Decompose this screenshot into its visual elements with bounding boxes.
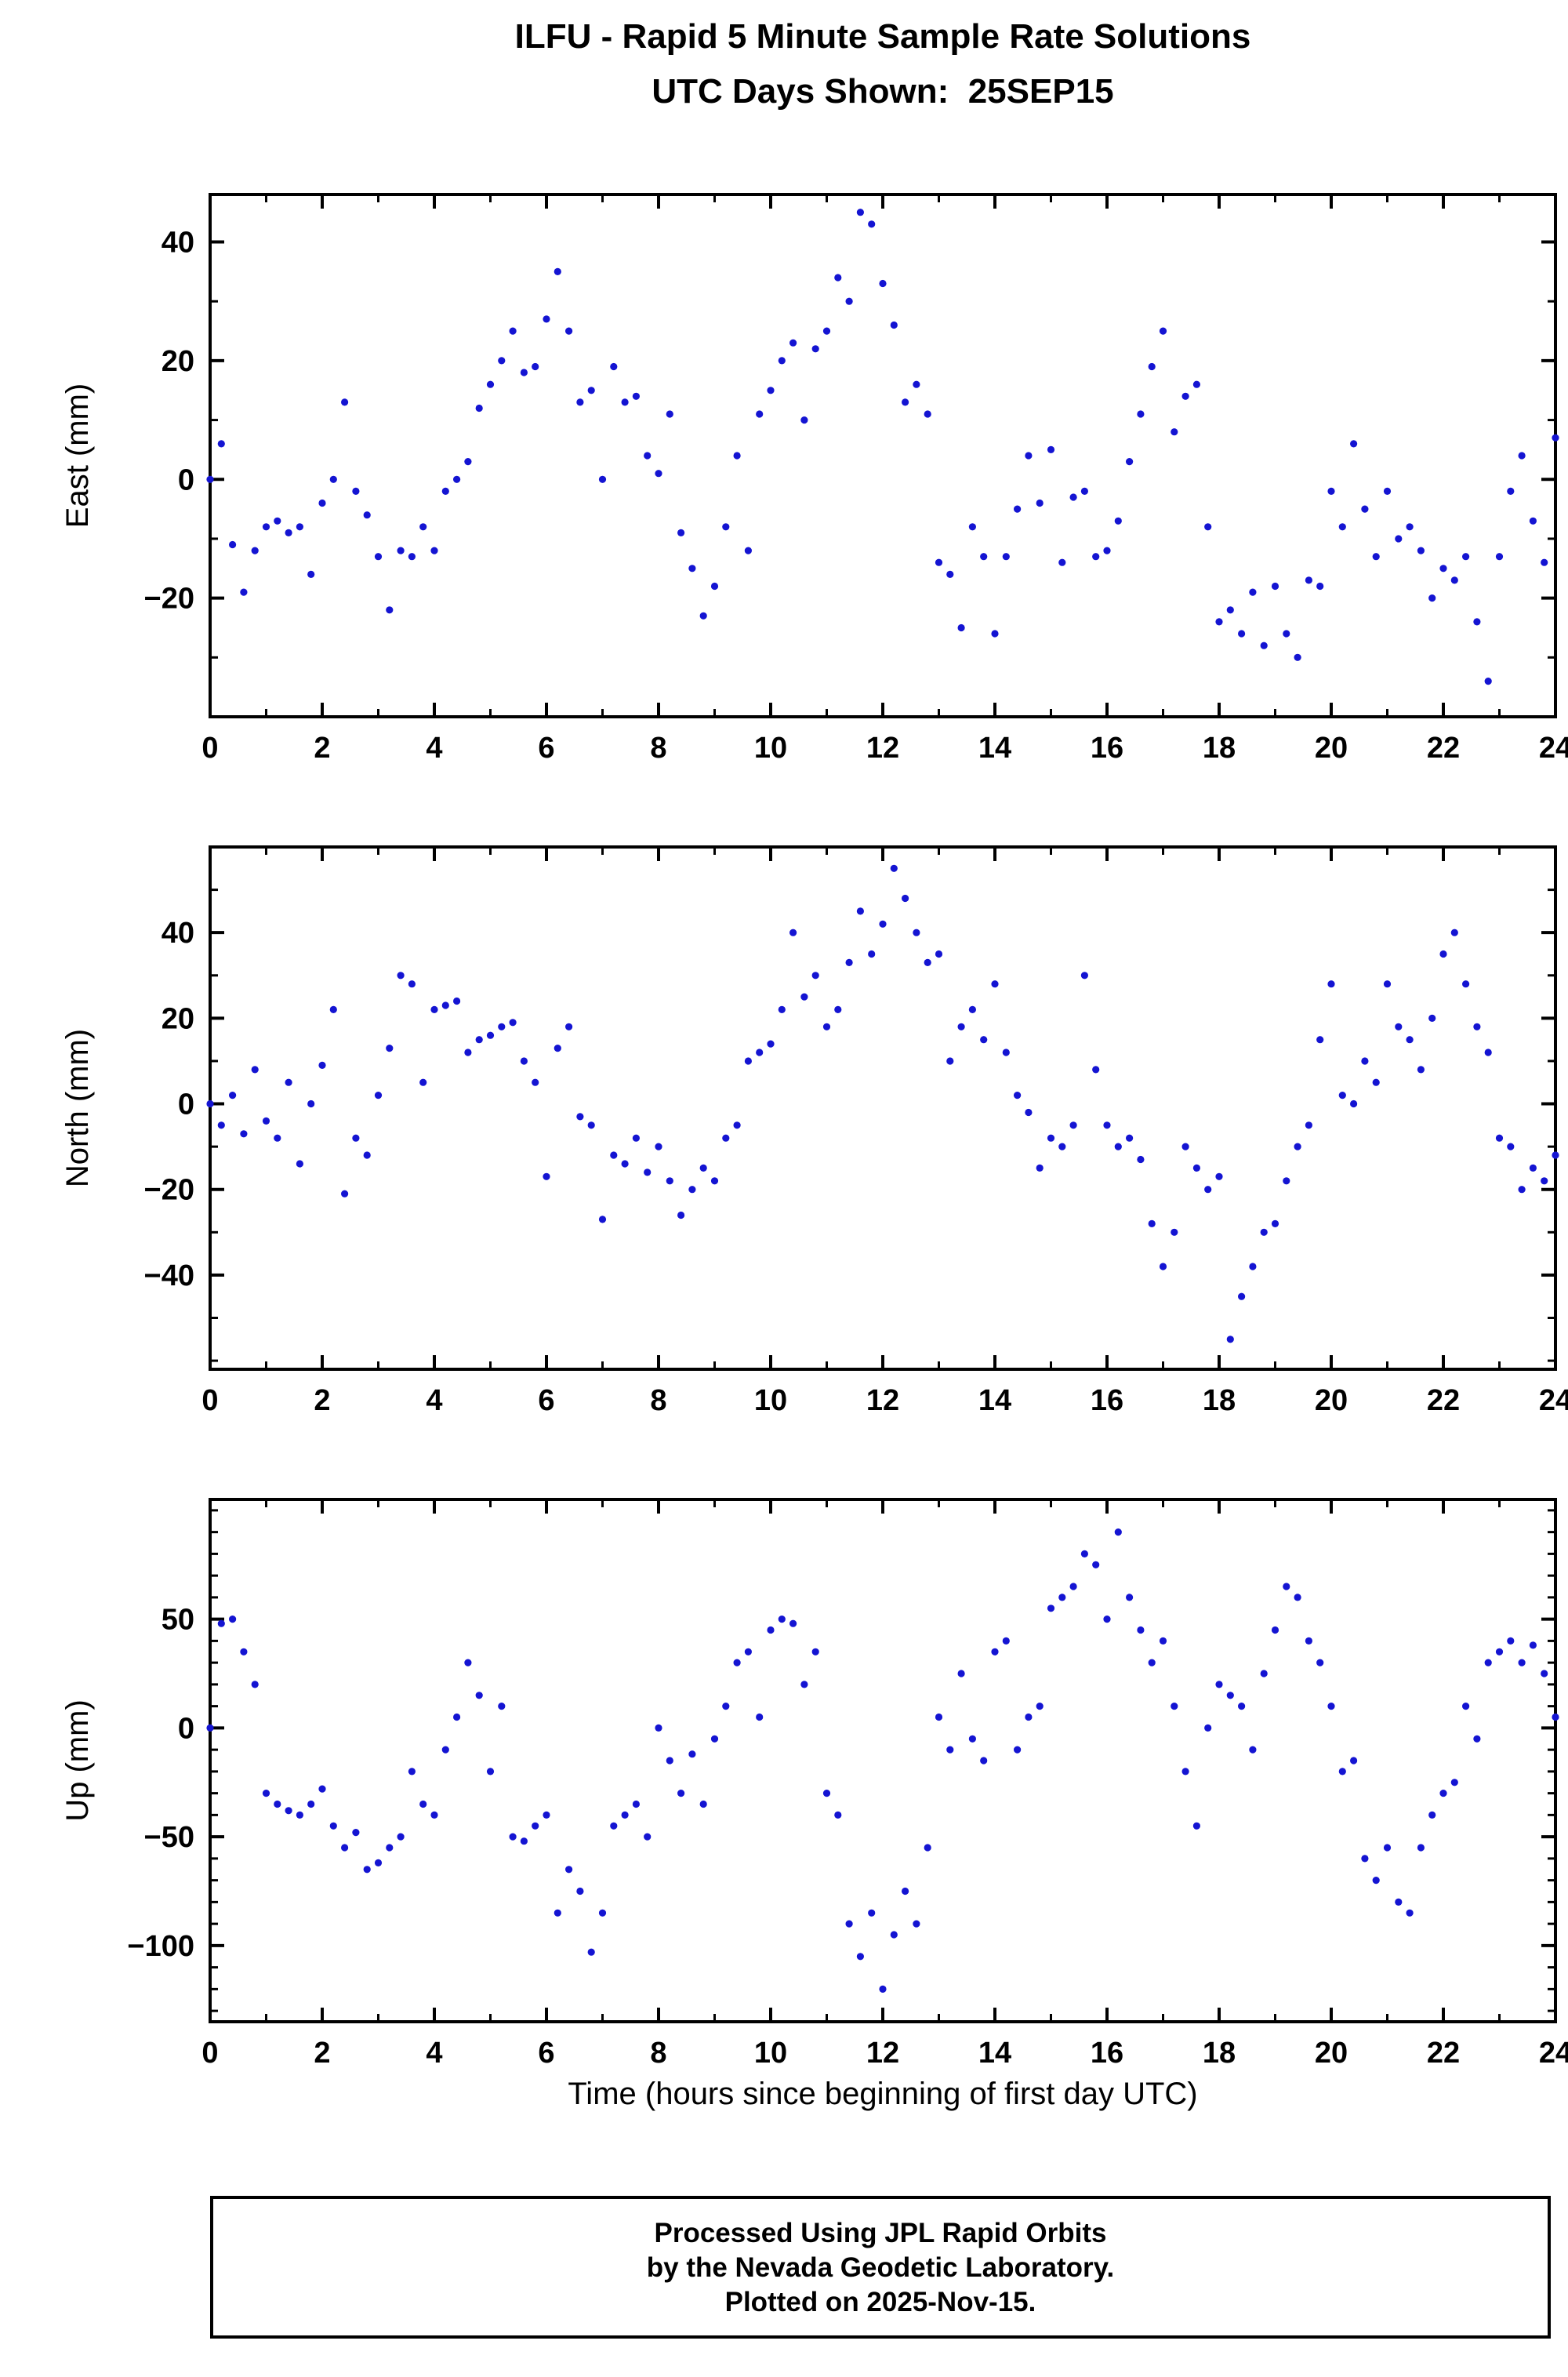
svg-text:24: 24: [1539, 2037, 1568, 2070]
svg-text:10: 10: [754, 732, 787, 765]
svg-text:24: 24: [1539, 732, 1568, 765]
svg-text:40: 40: [162, 227, 194, 260]
svg-text:20: 20: [1315, 2037, 1348, 2070]
svg-text:18: 18: [1203, 2037, 1236, 2070]
svg-text:0: 0: [201, 2037, 218, 2070]
svg-text:20: 20: [1315, 732, 1348, 765]
svg-text:18: 18: [1203, 1384, 1236, 1417]
east-scatter-panel: 0 2 4 6 8 10 12 14 16 18 20 22 24 −20 0 20 40 East (mm): [0, 185, 1568, 777]
svg-text:22: 22: [1427, 1384, 1460, 1417]
svg-text:6: 6: [538, 2037, 554, 2070]
svg-text:2: 2: [314, 2037, 330, 2070]
svg-text:−100: −100: [127, 1930, 194, 1963]
north-scatter-panel: 0 2 4 6 8 10 12 14 16 18 20 22 24 −40 −20 0 20 40 North (m…: [0, 838, 1568, 1430]
svg-text:0: 0: [201, 1384, 218, 1417]
svg-text:22: 22: [1427, 2037, 1460, 2070]
svg-text:2: 2: [314, 732, 330, 765]
svg-text:0: 0: [178, 1089, 194, 1121]
svg-text:East (mm): East (mm): [60, 383, 95, 528]
svg-text:−50: −50: [144, 1821, 194, 1854]
footer-line-2: by the Nevada Geodetic Laboratory.: [646, 2252, 1115, 2283]
svg-text:−20: −20: [144, 1174, 194, 1207]
svg-text:14: 14: [978, 732, 1011, 765]
svg-text:0: 0: [178, 463, 194, 496]
svg-text:12: 12: [866, 732, 899, 765]
up-scatter-panel: 0 2 4 6 8 10 12 14 16 18 20 22 24 −100 −50 0 50 Up (mm): [0, 1490, 1568, 2082]
svg-text:20: 20: [162, 345, 194, 378]
svg-text:6: 6: [538, 1384, 554, 1417]
svg-text:2: 2: [314, 1384, 330, 1417]
svg-text:40: 40: [162, 917, 194, 950]
svg-text:4: 4: [426, 2037, 442, 2070]
svg-text:12: 12: [866, 1384, 899, 1417]
svg-text:16: 16: [1091, 2037, 1123, 2070]
svg-text:8: 8: [650, 732, 666, 765]
svg-text:4: 4: [426, 1384, 442, 1417]
svg-text:8: 8: [650, 1384, 666, 1417]
chart-title: ILFU - Rapid 5 Minute Sample Rate Soluti…: [514, 17, 1251, 56]
svg-text:18: 18: [1203, 732, 1236, 765]
svg-text:50: 50: [162, 1604, 194, 1637]
svg-text:20: 20: [162, 1002, 194, 1035]
svg-text:8: 8: [650, 2037, 666, 2070]
svg-text:10: 10: [754, 1384, 787, 1417]
footer-line-3: Plotted on 2025-Nov-15.: [724, 2286, 1036, 2317]
svg-text:4: 4: [426, 732, 442, 765]
svg-text:0: 0: [178, 1712, 194, 1745]
svg-text:−20: −20: [144, 583, 194, 616]
svg-text:16: 16: [1091, 1384, 1123, 1417]
svg-text:16: 16: [1091, 732, 1123, 765]
svg-text:24: 24: [1539, 1384, 1568, 1417]
footer-line-1: Processed Using JPL Rapid Orbits: [654, 2218, 1107, 2248]
svg-text:North (mm): North (mm): [60, 1029, 95, 1187]
svg-text:0: 0: [201, 732, 218, 765]
svg-text:22: 22: [1427, 732, 1460, 765]
svg-text:12: 12: [866, 2037, 899, 2070]
svg-text:Up (mm): Up (mm): [60, 1699, 95, 1822]
svg-text:10: 10: [754, 2037, 787, 2070]
x-axis-label: Time (hours since beginning of first day…: [568, 2077, 1198, 2111]
svg-text:14: 14: [978, 1384, 1011, 1417]
svg-text:−40: −40: [144, 1259, 194, 1292]
chart-subtitle: UTC Days Shown: 25SEP15: [652, 72, 1114, 111]
footer-box: Processed Using JPL Rapid Orbits by the …: [210, 2196, 1551, 2339]
svg-text:14: 14: [978, 2037, 1011, 2070]
svg-text:6: 6: [538, 732, 554, 765]
svg-text:20: 20: [1315, 1384, 1348, 1417]
